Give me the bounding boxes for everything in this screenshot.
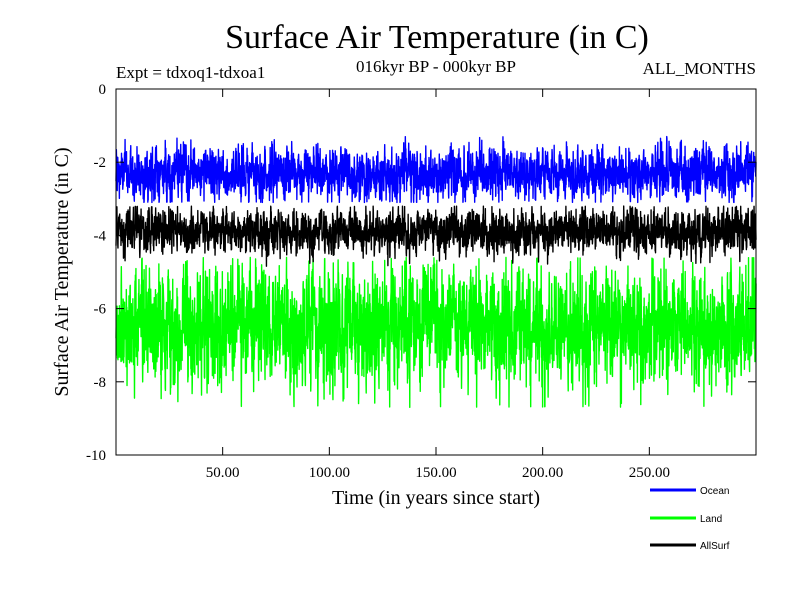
series-layer [115,135,757,409]
legend-ocean-label: Ocean [700,486,729,497]
legend-allsurf-label: AllSurf [700,541,730,552]
y-tick-label: -2 [94,155,107,171]
x-tick-label: 50.00 [206,465,240,481]
y-tick-label: -4 [94,228,107,244]
x-tick-label: 150.00 [415,465,456,481]
x-tick-label: 250.00 [629,465,670,481]
legend: Ocean Land AllSurf [650,486,730,552]
series-line-land [115,256,757,409]
y-axis-label: Surface Air Temperature (in C) [51,147,73,396]
y-tick-label: -6 [94,302,107,318]
y-tick-label: -10 [86,448,106,464]
chart-title: Surface Air Temperature (in C) [225,19,649,56]
legend-land-label: Land [700,514,722,525]
y-tick-label: 0 [99,82,107,98]
y-tick-label: -8 [94,375,107,391]
x-axis-label: Time (in years since start) [332,487,540,509]
months-label: ALL_MONTHS [643,59,756,78]
series-line-allsurf [115,205,757,267]
chart-subtitle: 016kyr BP - 000kyr BP [356,57,516,76]
plot-frame [115,88,757,456]
x-tick-label: 200.00 [522,465,563,481]
experiment-label: Expt = tdxoq1-tdxoa1 [116,63,265,82]
series-line-ocean [115,135,757,204]
x-tick-label: 100.00 [309,465,350,481]
ticks-layer: 50.00 100.00 150.00 200.00 250.00 0 -2 -4 -6 -8 -1… [86,82,756,481]
